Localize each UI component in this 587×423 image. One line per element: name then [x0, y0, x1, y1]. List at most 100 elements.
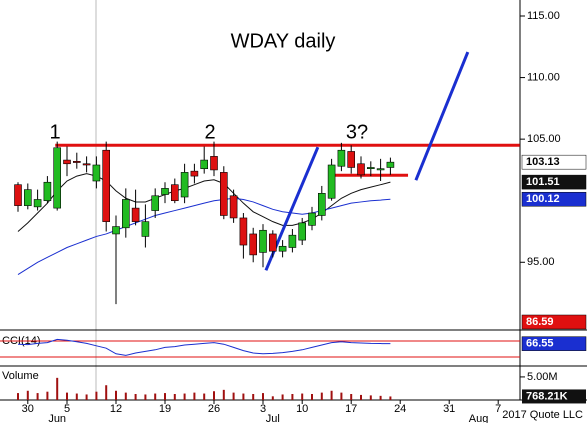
candle-body — [298, 222, 307, 241]
volume-bar — [203, 393, 206, 400]
candle-body — [268, 233, 277, 252]
candle-body — [190, 170, 199, 177]
x-tick-label: 26 — [208, 403, 220, 415]
candle-body — [33, 199, 42, 208]
candle-body — [327, 164, 336, 199]
annotation: 3? — [346, 121, 368, 143]
candle-body — [249, 233, 257, 256]
candle-body — [317, 193, 326, 216]
value-box — [521, 336, 587, 351]
candle-body — [347, 151, 356, 168]
y-tick-label: 105.00 — [527, 133, 561, 145]
candle-body — [73, 161, 81, 163]
candle-body — [92, 164, 101, 182]
candle-body — [239, 217, 248, 246]
y-tick-label: 5.00M — [527, 371, 558, 383]
volume-bar — [350, 394, 353, 400]
volume-bar — [75, 393, 78, 400]
volume-bar — [36, 393, 39, 400]
volume-bar — [115, 390, 117, 400]
indicator-line — [17, 338, 391, 356]
volume-bar — [144, 394, 147, 400]
volume-bar — [360, 394, 362, 400]
value-box-label: 86.59 — [526, 316, 554, 328]
volume-bar — [66, 392, 68, 400]
candle-body — [171, 184, 179, 202]
x-tick-label: 3 — [260, 403, 266, 415]
volume-bar — [164, 393, 166, 400]
value-box — [521, 174, 587, 190]
x-tick-label: 12 — [110, 403, 122, 415]
volume-bar — [154, 393, 157, 400]
candle-body — [53, 147, 62, 209]
volume-bar — [389, 396, 392, 400]
candle-body — [357, 163, 365, 176]
x-tick-label: 24 — [394, 403, 406, 415]
value-box-label: 768.21K — [526, 390, 568, 402]
candle-body — [288, 234, 297, 248]
volume-bar — [173, 394, 176, 400]
value-box — [521, 191, 587, 207]
y-tick-label: 115.00 — [527, 10, 560, 22]
volume-bar — [301, 393, 304, 400]
volume-bar — [291, 394, 294, 400]
value-box — [522, 389, 586, 404]
volume-bar — [311, 394, 313, 400]
volume-bar — [271, 396, 274, 400]
x-tick-label: 7 — [495, 403, 501, 415]
value-box-label: 101.51 — [526, 176, 560, 188]
y-tick-label: 110.00 — [527, 71, 560, 83]
volume-bar — [330, 390, 333, 400]
x-tick-label: 5 — [64, 403, 70, 415]
value-box-label: 66.55 — [526, 338, 554, 350]
x-tick-label: 10 — [296, 403, 308, 415]
volume-bar — [213, 391, 215, 400]
candle-body — [259, 229, 267, 253]
volume-bar — [124, 392, 127, 400]
candle-body — [386, 161, 395, 168]
candle-body — [141, 221, 150, 237]
volume-bar — [95, 391, 98, 400]
candle-body — [337, 149, 346, 167]
x-tick-label: 17 — [345, 403, 357, 415]
annotation: 2 — [204, 121, 215, 143]
candle-body — [200, 159, 208, 169]
volume-bar — [134, 394, 137, 400]
volume-bar — [17, 393, 19, 400]
candle-body — [112, 226, 120, 235]
value-box — [521, 314, 587, 330]
volume-bar — [105, 385, 108, 400]
candle-body — [229, 195, 238, 219]
volume-bar — [26, 390, 29, 400]
drawn-line — [414, 51, 470, 181]
value-box — [521, 154, 587, 170]
candle-body — [82, 163, 91, 166]
panel-title: Volume — [2, 370, 39, 382]
value-box-label: 103.13 — [526, 156, 560, 168]
volume-bar — [252, 394, 255, 400]
x-tick-label: 19 — [159, 403, 171, 415]
candle-body — [180, 172, 189, 198]
candle-body — [151, 195, 159, 211]
volume-bar — [232, 392, 235, 400]
candle-body — [122, 199, 130, 229]
candle-body — [102, 149, 110, 222]
volume-bar — [242, 393, 245, 400]
candle-body — [220, 172, 228, 216]
chart-title: WDAY daily — [231, 30, 336, 52]
candle-body — [23, 189, 32, 206]
candle-body — [308, 212, 316, 226]
volume-bar — [222, 389, 225, 400]
annotation: 1 — [49, 121, 60, 143]
month-label: Jul — [266, 413, 280, 423]
volume-bar — [46, 391, 49, 400]
candle-body — [161, 188, 169, 195]
candle-body — [43, 181, 52, 202]
volume-bar — [183, 393, 186, 400]
x-tick-label: 31 — [443, 403, 455, 415]
candle-body — [63, 159, 71, 165]
moving-average — [17, 197, 391, 276]
volume-bar — [193, 392, 196, 400]
